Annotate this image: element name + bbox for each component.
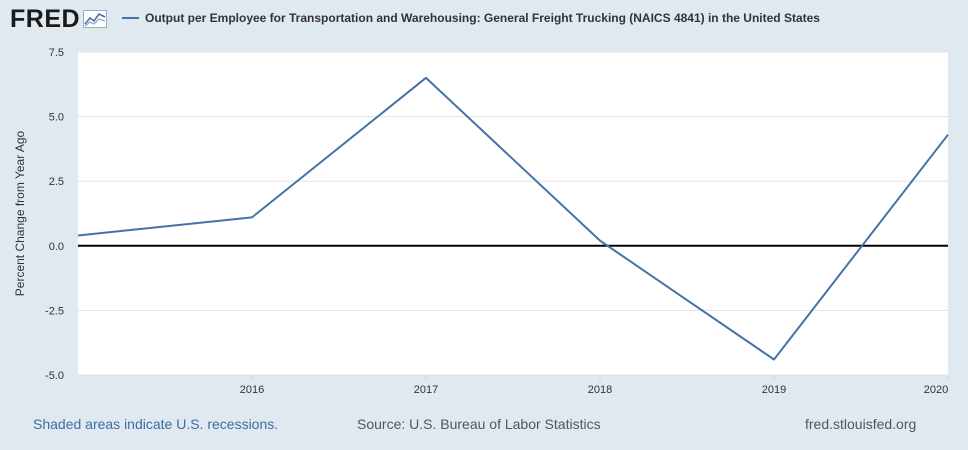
- x-tick-label: 2017: [414, 384, 438, 396]
- y-tick-label: 2.5: [49, 176, 64, 188]
- recessions-note: Shaded areas indicate U.S. recessions.: [33, 416, 279, 432]
- legend-label: Output per Employee for Transportation a…: [145, 11, 820, 25]
- x-tick-label: 2018: [588, 384, 612, 396]
- site-link[interactable]: fred.stlouisfed.org: [805, 416, 917, 432]
- x-tick-label: 2016: [240, 384, 264, 396]
- y-tick-label: -2.5: [45, 305, 64, 317]
- x-axis-ticks: 2016 2017 2018 2019 2020: [240, 375, 949, 396]
- chart-legend: Output per Employee for Transportation a…: [122, 11, 820, 25]
- fred-logo[interactable]: FRED: [10, 5, 108, 33]
- series-group: [77, 76, 949, 361]
- y-tick-label: 5.0: [49, 112, 64, 124]
- x-tick-label: 2019: [762, 384, 786, 396]
- graph-icon: [83, 10, 108, 28]
- x-tick-label: 2020: [924, 384, 948, 396]
- line-chart: -5.0 -2.5 0.0 2.5 5.0 7.5 2016 2017 2018 2019 202…: [13, 47, 949, 396]
- logo-text: FRED: [10, 5, 81, 33]
- y-axis-label: Percent Change from Year Ago: [13, 130, 27, 296]
- header: FRED Output per Employee for Transportat…: [0, 0, 968, 40]
- y-tick-label: 0.0: [49, 241, 64, 253]
- series-line: [77, 76, 949, 361]
- y-tick-label: -5.0: [45, 370, 64, 382]
- plot-area: [78, 52, 948, 375]
- y-axis-ticks: -5.0 -2.5 0.0 2.5 5.0 7.5: [45, 47, 64, 382]
- source-text: Source: U.S. Bureau of Labor Statistics: [357, 416, 601, 432]
- y-tick-label: 7.5: [49, 47, 64, 59]
- legend-swatch: [122, 17, 139, 19]
